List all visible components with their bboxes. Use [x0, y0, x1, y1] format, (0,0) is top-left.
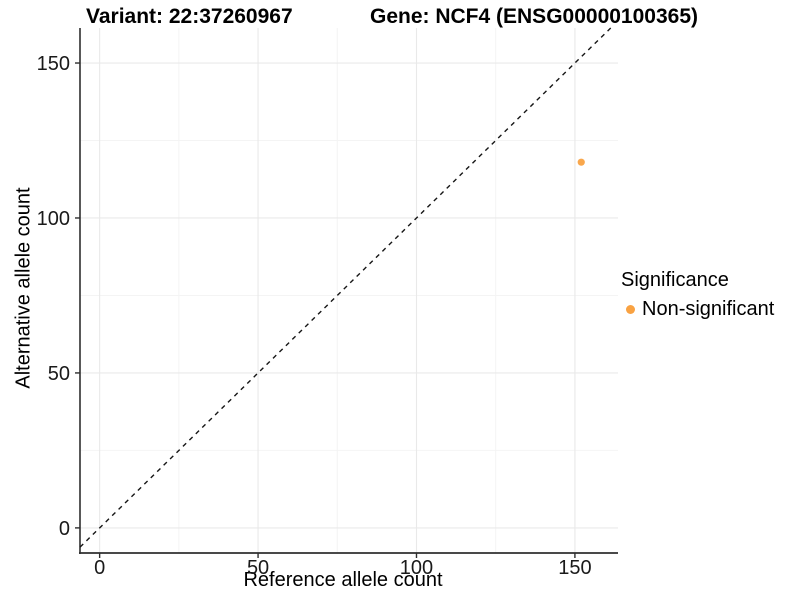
x-tick-label: 50: [247, 557, 269, 579]
x-tick-label: 0: [94, 557, 105, 579]
data-point: [577, 158, 585, 166]
y-tick-label: 150: [37, 53, 70, 75]
legend-title: Significance: [621, 269, 729, 291]
x-axis-title: Reference allele count: [243, 569, 443, 591]
plot-title-variant: Variant: 22:37260967: [86, 5, 293, 28]
plot-title-gene: Gene: NCF4 (ENSG00000100365): [370, 5, 698, 28]
legend-item-label: Non-significant: [642, 298, 775, 320]
legend-point-icon: [626, 304, 635, 314]
y-tick-label: 50: [48, 363, 70, 385]
x-tick-label: 150: [558, 557, 591, 579]
identity-line: [79, 27, 612, 548]
x-tick-label: 100: [400, 557, 433, 579]
y-tick-label: 0: [59, 518, 70, 540]
y-tick-label: 100: [37, 208, 70, 230]
legend: Significance Non-significant: [621, 268, 774, 321]
legend-item-non-significant: Non-significant: [621, 297, 774, 321]
